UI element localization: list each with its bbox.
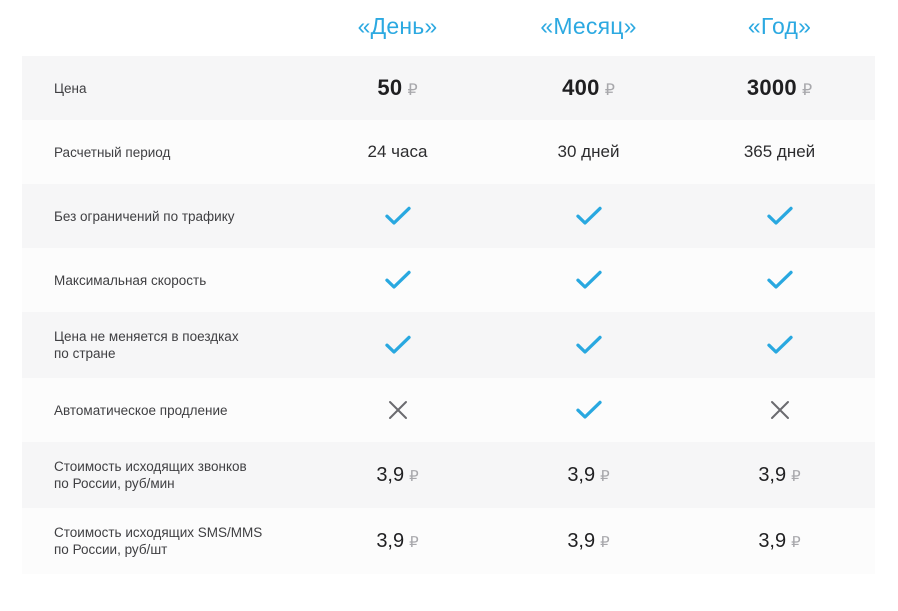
cell-period-month: 30 дней [493,142,684,162]
check-icon [766,335,793,355]
row-label-outgoing-calls-line2: по России, руб/мин [54,476,175,491]
check-icon [384,335,411,355]
currency-symbol: ₽ [409,467,419,485]
period-value-day: 24 часа [367,142,428,161]
check-icon [575,270,602,290]
cell-unlimited-traffic-month [493,206,684,226]
cell-max-speed-year [684,270,875,290]
row-label-unlimited-traffic: Без ограничений по трафику [22,208,302,225]
table-row-auto-renewal: Автоматическое продление [22,378,875,442]
row-label-price-line1: Цена [54,80,87,96]
row-label-unlimited-traffic-line1: Без ограничений по трафику [54,208,235,224]
plan-name-month: «Месяц» [540,12,637,39]
check-icon [766,270,793,290]
check-icon [766,206,793,226]
header-label-spacer [22,0,302,56]
row-label-price: Цена [22,80,302,97]
table-row-billing-period: Расчетный период 24 часа 30 дней 365 дне… [22,120,875,184]
cross-icon [387,399,409,421]
check-icon [575,400,602,420]
cross-icon [769,399,791,421]
rate-value-year: 3,9 ₽ [758,529,801,552]
cell-period-year: 365 дней [684,142,875,162]
check-icon [575,335,602,355]
cell-price-year: 3000 ₽ [684,75,875,101]
tariff-comparison-table: «День» «Месяц» «Год» Цена 50 ₽ 400 ₽ 3000 ₽… [22,0,875,574]
row-label-auto-renewal: Автоматическое продление [22,402,302,419]
rate-value-month: 3,9 ₽ [567,529,610,552]
row-label-billing-period: Расчетный период [22,144,302,161]
cell-period-day: 24 часа [302,142,493,162]
cell-price-day: 50 ₽ [302,75,493,101]
cell-outgoing-calls-day: 3,9 ₽ [302,464,493,487]
cell-outgoing-calls-month: 3,9 ₽ [493,464,684,487]
cell-auto-renewal-day [302,399,493,421]
row-label-outgoing-sms-line2: по России, руб/шт [54,542,168,557]
cell-outgoing-sms-month: 3,9 ₽ [493,530,684,553]
rate-value-day: 3,9 ₽ [376,463,419,486]
table-row-outgoing-sms: Стоимость исходящих SMS/MMS по России, р… [22,508,875,574]
cell-max-speed-day [302,270,493,290]
table-row-outgoing-calls: Стоимость исходящих звонков по России, р… [22,442,875,508]
check-icon [575,206,602,226]
row-label-outgoing-sms-line1: Стоимость исходящих SMS/MMS [54,525,263,540]
rate-value-month: 3,9 ₽ [567,463,610,486]
row-label-outgoing-calls: Стоимость исходящих звонков по России, р… [22,458,302,492]
cell-auto-renewal-year [684,399,875,421]
currency-symbol: ₽ [407,82,418,99]
plan-name-day: «День» [357,12,438,39]
row-label-auto-renewal-line1: Автоматическое продление [54,402,228,418]
currency-symbol: ₽ [600,467,610,485]
cell-price-month: 400 ₽ [493,75,684,101]
check-icon [384,206,411,226]
period-value-year: 365 дней [743,142,816,161]
rate-value-year: 3,9 ₽ [758,463,801,486]
cell-max-speed-month [493,270,684,290]
cell-outgoing-calls-year: 3,9 ₽ [684,464,875,487]
currency-symbol: ₽ [409,533,419,551]
cell-outgoing-sms-day: 3,9 ₽ [302,530,493,553]
cell-auto-renewal-month [493,400,684,420]
row-label-outgoing-sms: Стоимость исходящих SMS/MMS по России, р… [22,524,302,558]
table-row-unlimited-traffic: Без ограничений по трафику [22,184,875,248]
price-value-day: 50 ₽ [377,75,418,100]
currency-symbol: ₽ [600,533,610,551]
rate-value-day: 3,9 ₽ [376,529,419,552]
price-value-month: 400 ₽ [562,75,615,100]
row-label-billing-period-line1: Расчетный период [54,144,171,160]
plan-column-header-year[interactable]: «Год» [684,0,875,56]
cell-same-price-travel-year [684,335,875,355]
row-label-max-speed-line1: Максимальная скорость [54,272,207,288]
row-label-same-price-travel: Цена не меняется в поездках по стране [22,328,302,362]
price-value-year: 3000 ₽ [746,75,813,100]
plan-name-year: «Год» [747,12,812,39]
currency-symbol: ₽ [791,467,801,485]
row-label-max-speed: Максимальная скорость [22,272,302,289]
cell-same-price-travel-month [493,335,684,355]
row-label-same-price-travel-line1: Цена не меняется в поездках [54,329,239,344]
table-header-row: «День» «Месяц» «Год» [22,0,875,56]
plan-column-header-day[interactable]: «День» [302,0,493,56]
row-label-same-price-travel-line2: по стране [54,346,116,361]
cell-outgoing-sms-year: 3,9 ₽ [684,530,875,553]
cell-same-price-travel-day [302,335,493,355]
plan-column-header-month[interactable]: «Месяц» [493,0,684,56]
table-row-max-speed: Максимальная скорость [22,248,875,312]
check-icon [384,270,411,290]
table-row-price: Цена 50 ₽ 400 ₽ 3000 ₽ [22,56,875,120]
cell-unlimited-traffic-year [684,206,875,226]
currency-symbol: ₽ [801,82,813,99]
currency-symbol: ₽ [604,82,615,99]
cell-unlimited-traffic-day [302,206,493,226]
row-label-outgoing-calls-line1: Стоимость исходящих звонков [54,459,247,474]
currency-symbol: ₽ [791,533,801,551]
table-row-same-price-travel: Цена не меняется в поездках по стране [22,312,875,378]
period-value-month: 30 дней [557,142,620,161]
